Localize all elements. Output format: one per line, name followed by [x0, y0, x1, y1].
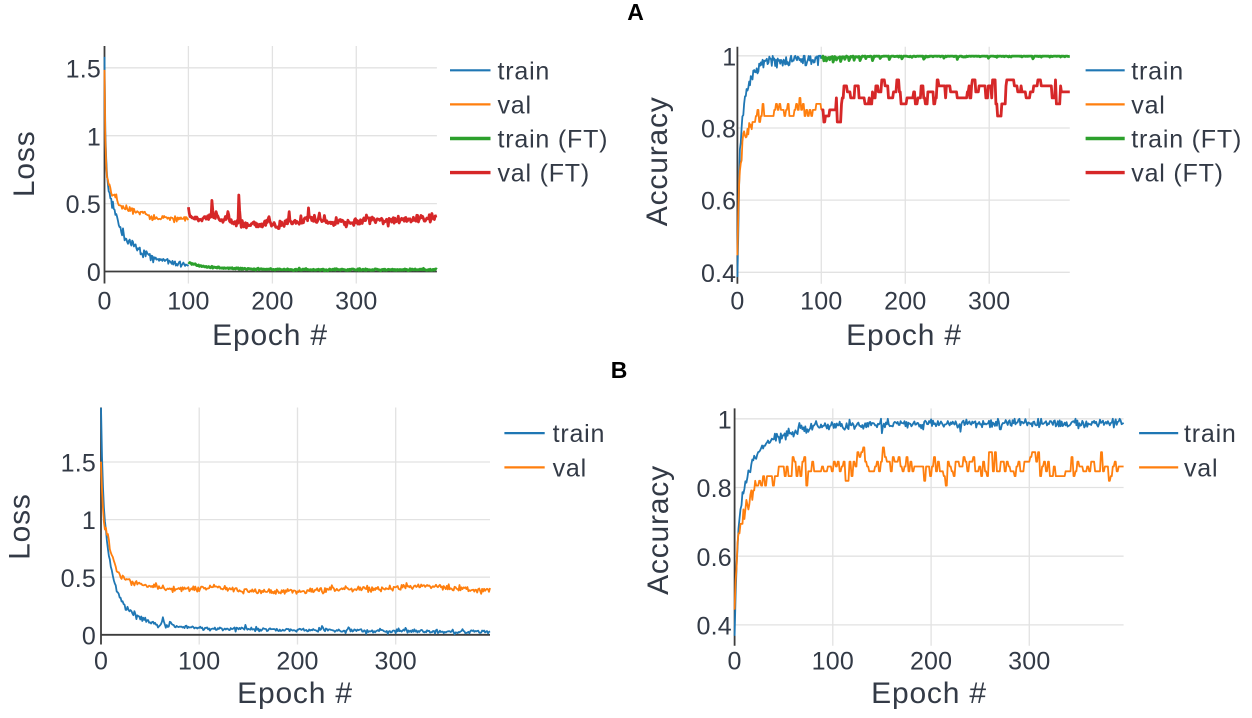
svg-text:0: 0: [730, 287, 744, 315]
svg-text:1: 1: [722, 43, 736, 71]
svg-text:1.5: 1.5: [61, 450, 96, 478]
svg-text:0: 0: [94, 647, 108, 675]
svg-text:Epoch #: Epoch #: [846, 319, 962, 352]
svg-text:0.4: 0.4: [697, 613, 732, 641]
svg-text:0.6: 0.6: [697, 544, 732, 572]
svg-text:Loss: Loss: [8, 131, 41, 198]
svg-text:val: val: [498, 91, 532, 119]
svg-text:300: 300: [335, 287, 377, 315]
svg-text:Accuracy: Accuracy: [642, 465, 675, 595]
svg-text:val (FT): val (FT): [498, 160, 591, 188]
svg-text:300: 300: [375, 647, 417, 675]
svg-text:val: val: [1184, 454, 1218, 482]
svg-text:Accuracy: Accuracy: [641, 96, 674, 226]
svg-text:0.4: 0.4: [701, 260, 736, 288]
svg-text:300: 300: [968, 287, 1010, 315]
svg-text:0: 0: [87, 259, 101, 287]
svg-text:1.5: 1.5: [66, 55, 101, 83]
svg-text:0.5: 0.5: [66, 191, 101, 219]
svg-text:300: 300: [1008, 647, 1050, 675]
svg-text:0.6: 0.6: [701, 188, 736, 216]
svg-text:train (FT): train (FT): [1131, 126, 1242, 154]
svg-text:100: 100: [800, 287, 842, 315]
svg-text:200: 200: [884, 287, 926, 315]
svg-text:100: 100: [167, 287, 209, 315]
svg-text:1: 1: [87, 123, 101, 151]
svg-text:val: val: [1131, 91, 1165, 119]
svg-text:train: train: [1131, 57, 1184, 85]
svg-text:1: 1: [82, 507, 96, 535]
svg-text:100: 100: [812, 647, 854, 675]
svg-text:val (FT): val (FT): [1131, 160, 1224, 188]
svg-text:100: 100: [178, 647, 220, 675]
svg-text:1: 1: [718, 406, 732, 434]
svg-text:train: train: [1184, 420, 1237, 448]
svg-text:0.8: 0.8: [701, 116, 736, 144]
svg-text:Epoch #: Epoch #: [871, 677, 987, 710]
svg-text:Epoch #: Epoch #: [237, 677, 353, 710]
svg-text:A: A: [627, 0, 644, 25]
svg-text:train: train: [498, 57, 551, 85]
svg-text:200: 200: [276, 647, 318, 675]
svg-text:0: 0: [728, 647, 742, 675]
svg-text:train: train: [553, 420, 606, 448]
svg-text:200: 200: [251, 287, 293, 315]
svg-text:0.5: 0.5: [61, 565, 96, 593]
svg-text:0: 0: [97, 287, 111, 315]
svg-text:200: 200: [910, 647, 952, 675]
svg-text:B: B: [611, 357, 628, 383]
svg-text:Loss: Loss: [3, 493, 36, 560]
svg-text:train (FT): train (FT): [498, 126, 609, 154]
svg-text:0.8: 0.8: [697, 475, 732, 503]
svg-text:val: val: [553, 454, 587, 482]
svg-text:Epoch #: Epoch #: [212, 319, 328, 352]
svg-text:0: 0: [82, 622, 96, 650]
